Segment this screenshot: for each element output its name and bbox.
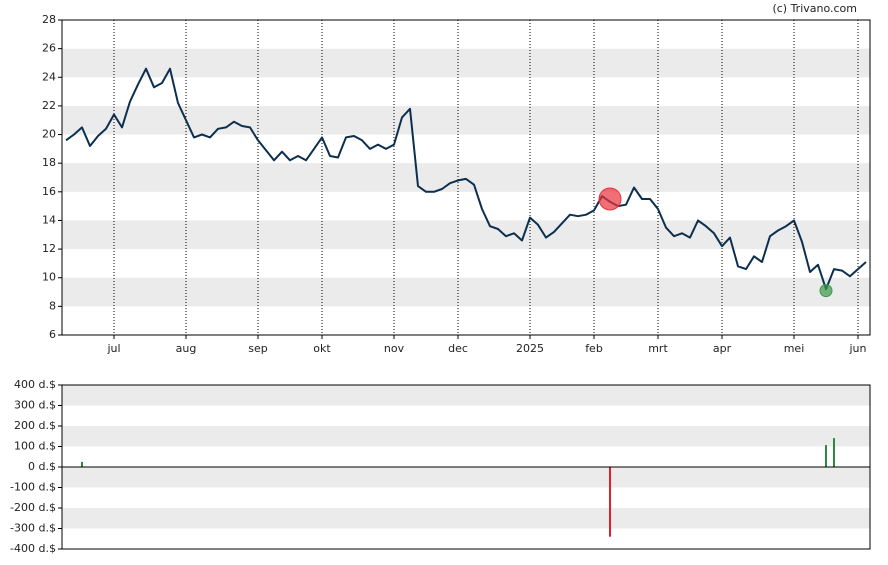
y-tick-label: 10 <box>42 271 56 284</box>
bar <box>81 461 83 467</box>
price-line <box>65 67 867 291</box>
y-tick-label: 24 <box>42 70 56 83</box>
y-tick-label: -400 d.$ <box>10 542 56 555</box>
y-tick-label: 12 <box>42 242 56 255</box>
x-tick-label: nov <box>384 342 405 355</box>
y-tick-label: 0 d.$ <box>28 460 56 473</box>
grid-band <box>62 105 870 135</box>
x-tick-label: jul <box>106 342 120 355</box>
x-tick-label: okt <box>313 342 331 355</box>
plot-frame <box>61 384 871 550</box>
grid-band <box>62 508 870 529</box>
bar <box>609 467 611 537</box>
y-tick-label: 300 d.$ <box>14 399 56 412</box>
grid-band <box>62 385 870 406</box>
grid-band <box>62 467 870 488</box>
grid-band <box>62 48 870 78</box>
x-tick-label: jun <box>849 342 867 355</box>
x-tick-label: mrt <box>648 342 668 355</box>
y-tick-label: 8 <box>49 299 56 312</box>
y-tick-label: 6 <box>49 328 56 341</box>
x-tick-label: apr <box>713 342 732 355</box>
y-tick-label: -100 d.$ <box>10 481 56 494</box>
y-tick-label: -200 d.$ <box>10 501 56 514</box>
x-tick-label: 2025 <box>516 342 544 355</box>
x-tick-label: mei <box>784 342 805 355</box>
x-tick-label: sep <box>248 342 267 355</box>
y-tick-label: -300 d.$ <box>10 522 56 535</box>
y-tick-label: 100 d.$ <box>14 440 56 453</box>
y-tick-label: 26 <box>42 42 56 55</box>
y-tick-label: 200 d.$ <box>14 419 56 432</box>
y-tick-label: 400 d.$ <box>14 378 56 391</box>
credit: (c) Trivano.com <box>772 2 857 15</box>
grid-band <box>62 277 870 307</box>
y-tick-label: 18 <box>42 156 56 169</box>
plot-frame <box>61 19 871 336</box>
x-tick-label: feb <box>585 342 603 355</box>
trade-marker <box>819 284 833 298</box>
x-tick-label: dec <box>448 342 468 355</box>
bar <box>825 445 827 467</box>
grid-band <box>62 426 870 447</box>
y-tick-label: 22 <box>42 99 56 112</box>
bar <box>833 438 835 467</box>
trade-marker <box>598 187 622 211</box>
grid-band <box>62 220 870 250</box>
y-tick-label: 28 <box>42 13 56 26</box>
y-tick-label: 20 <box>42 128 56 141</box>
y-tick-label: 14 <box>42 213 56 226</box>
grid-band <box>62 163 870 192</box>
x-tick-label: aug <box>176 342 197 355</box>
y-tick-label: 16 <box>42 185 56 198</box>
